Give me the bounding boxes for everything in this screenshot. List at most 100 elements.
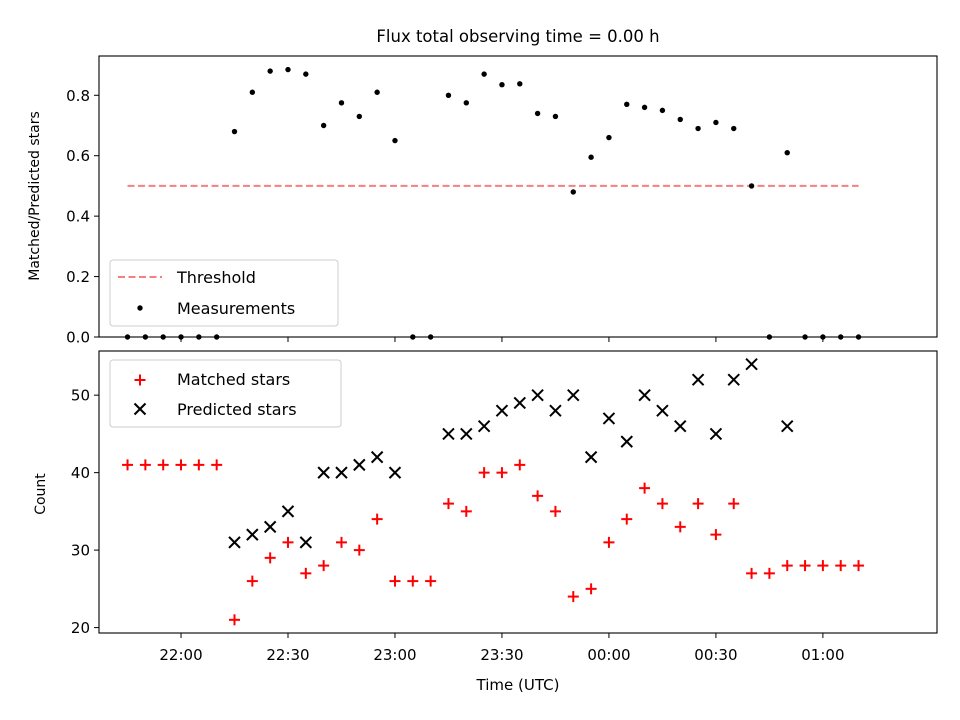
- predicted-stars-point: [513, 396, 526, 410]
- measurement-point: [285, 66, 291, 73]
- measurement-point: [320, 122, 327, 129]
- measurement-point: [713, 119, 719, 126]
- matched-stars-point: [835, 560, 847, 572]
- predicted-stars-point: [674, 419, 687, 433]
- predicted-stars-point: [246, 528, 259, 541]
- measurement-point: [267, 68, 273, 74]
- measurement-point: [659, 107, 666, 114]
- ratio-y-ticks: 0.0 0.2 0.4 0.6 0.8: [66, 87, 99, 347]
- count-legend-box: [109, 359, 342, 428]
- matched-stars-point: [353, 544, 365, 556]
- predicted-stars-point: [460, 427, 473, 441]
- ratio-y-tick-label: 0.8: [66, 87, 90, 105]
- matched-stars-point: [621, 513, 633, 525]
- count-axes-frame: [98, 350, 938, 634]
- matched-stars-point: [549, 505, 561, 517]
- measurement-point: [641, 104, 648, 111]
- matched-stars-point: [674, 521, 686, 533]
- x-tick-label: 23:00: [373, 646, 416, 664]
- count-plot-area: [122, 357, 865, 626]
- ratio-axes-frame: [98, 55, 938, 338]
- count-y-ticks: 20 30 40 50: [71, 387, 99, 637]
- predicted-stars-point: [317, 466, 330, 479]
- matched-stars-point: [496, 467, 508, 479]
- matched-stars-point: [300, 567, 312, 579]
- legend-measurements-label: Measurements: [177, 299, 295, 318]
- matched-stars-point: [692, 498, 704, 510]
- matched-stars-point: [478, 467, 490, 479]
- x-tick-label: 22:30: [266, 646, 309, 664]
- matched-stars-point: [122, 459, 134, 471]
- matched-stars-point: [442, 498, 454, 510]
- predicted-stars-point: [335, 466, 348, 479]
- predicted-stars-point: [638, 388, 651, 402]
- matched-stars-point: [264, 552, 276, 564]
- measurement-point: [481, 71, 487, 77]
- matched-stars-point: [799, 560, 811, 572]
- legend-predicted-swatch: [133, 402, 147, 416]
- matched-stars-point: [514, 459, 526, 471]
- matched-stars-point: [656, 498, 668, 510]
- predicted-stars-point: [228, 536, 241, 549]
- matched-stars-point: [817, 560, 829, 572]
- ratio-y-tick-label: 0.0: [66, 329, 90, 347]
- ratio-legend-box: [109, 259, 339, 327]
- legend-predicted-label: Predicted stars: [177, 400, 297, 419]
- predicted-stars-point: [495, 404, 509, 417]
- count-y-tick-label: 50: [71, 387, 90, 405]
- count-y-tick-label: 20: [71, 619, 90, 637]
- ratio-y-tick-label: 0.2: [66, 268, 90, 286]
- matched-stars-point: [781, 560, 793, 572]
- ratio-y-tick-label: 0.4: [66, 208, 90, 226]
- matched-stars-point: [710, 529, 722, 541]
- measurement-point: [784, 149, 790, 156]
- matched-stars-point: [193, 459, 205, 471]
- matched-stars-point: [639, 482, 651, 494]
- legend-threshold-label: Threshold: [176, 268, 256, 287]
- predicted-stars-point: [531, 388, 544, 402]
- measurement-point: [338, 100, 345, 106]
- matched-stars-point: [425, 575, 437, 587]
- measurement-point: [695, 125, 701, 132]
- predicted-stars-point: [549, 404, 562, 417]
- count-panel: Count Time (UTC) 20 30 40 50 22:00 22:30 23:0…: [33, 350, 938, 694]
- predicted-stars-point: [477, 419, 491, 433]
- matched-stars-point: [603, 536, 615, 548]
- measurement-point: [303, 71, 309, 77]
- count-y-axis-label: Count: [33, 473, 49, 515]
- ratio-y-axis-label: Matched/Predicted stars: [27, 111, 43, 281]
- measurement-point: [374, 89, 380, 95]
- measurement-point: [445, 92, 452, 98]
- measurement-point: [231, 128, 238, 135]
- x-tick-label: 23:30: [480, 646, 523, 664]
- measurement-point: [552, 113, 559, 120]
- matched-stars-point: [175, 459, 187, 471]
- measurement-point: [392, 137, 398, 144]
- legend-measurements-swatch: [137, 305, 143, 311]
- ratio-plot-area: [124, 66, 862, 340]
- matched-stars-point: [318, 560, 330, 572]
- matched-stars-point: [567, 591, 579, 603]
- matched-stars-point: [139, 459, 151, 471]
- predicted-stars-point: [620, 435, 633, 448]
- matched-stars-point: [335, 536, 347, 548]
- matched-stars-point: [157, 459, 169, 471]
- matched-stars-point: [371, 513, 383, 525]
- predicted-stars-point: [745, 357, 758, 371]
- ratio-y-tick-label: 0.6: [66, 147, 90, 165]
- count-y-tick-label: 30: [71, 542, 90, 560]
- matched-stars-point: [389, 575, 401, 587]
- matched-stars-point: [746, 567, 758, 579]
- predicted-stars-point: [727, 373, 740, 386]
- measurement-point: [570, 189, 576, 195]
- matched-stars-point: [853, 560, 865, 572]
- predicted-stars-point: [388, 466, 402, 479]
- measurement-point: [731, 125, 737, 132]
- predicted-stars-point: [656, 404, 669, 417]
- legend-matched-swatch: [134, 374, 146, 386]
- predicted-stars-point: [709, 427, 723, 441]
- predicted-stars-point: [584, 450, 598, 464]
- count-legend: Matched stars Predicted stars: [109, 359, 342, 428]
- predicted-stars-point: [781, 419, 794, 433]
